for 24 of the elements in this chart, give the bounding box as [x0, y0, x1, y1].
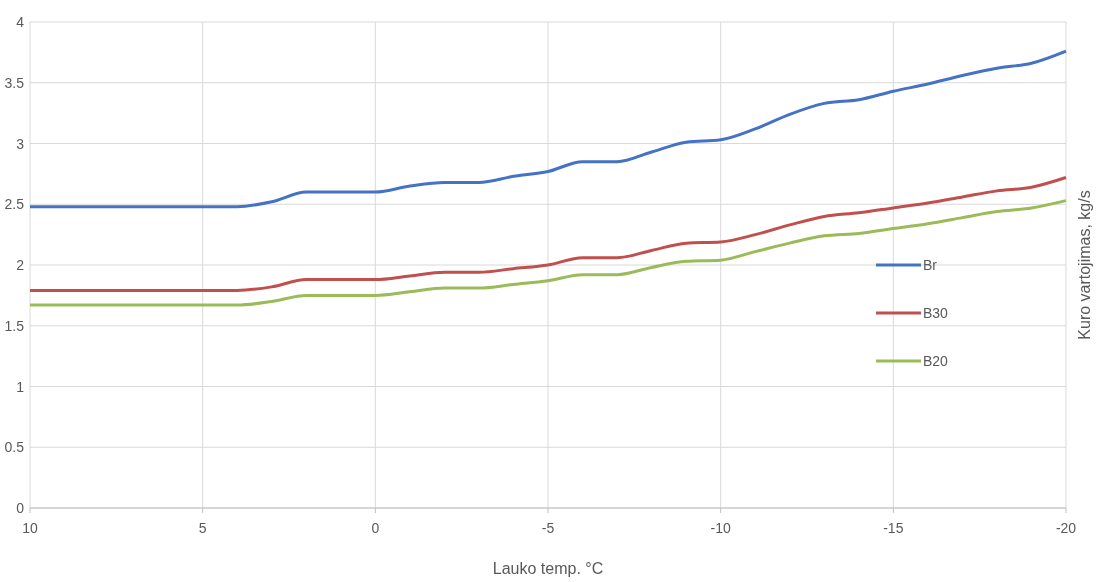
x-axis-title: Lauko temp. °C [492, 560, 604, 577]
legend-label: B20 [923, 353, 949, 369]
y-tick-label: 1.5 [4, 317, 25, 334]
y-tick-label: 1 [16, 378, 25, 395]
y-axis-title: Kuro vartojimas, kg/s [1076, 190, 1093, 340]
y-tick-label: 3.5 [4, 74, 25, 91]
x-tick-label: -10 [710, 520, 731, 536]
x-tick-label: -15 [883, 520, 904, 536]
y-tick-label: 0.5 [4, 439, 25, 456]
x-tick-label: -20 [1055, 520, 1077, 536]
x-tick-label: 0 [371, 520, 380, 536]
y-tick-label: 2.5 [4, 196, 25, 213]
x-tick-label: 5 [198, 520, 207, 536]
y-tick-label: 2 [16, 257, 25, 273]
y-tick-label: 4 [16, 14, 25, 30]
legend-label: B30 [923, 305, 949, 321]
line-series [28, 199, 1068, 307]
line-series [28, 49, 1068, 209]
x-tick-label: -5 [541, 520, 555, 536]
legend-label: Br [923, 257, 938, 273]
line-series [28, 176, 1068, 293]
y-tick-label: 3 [16, 135, 25, 152]
y-tick-label: 0 [16, 500, 25, 516]
x-tick-label: 10 [22, 520, 38, 536]
